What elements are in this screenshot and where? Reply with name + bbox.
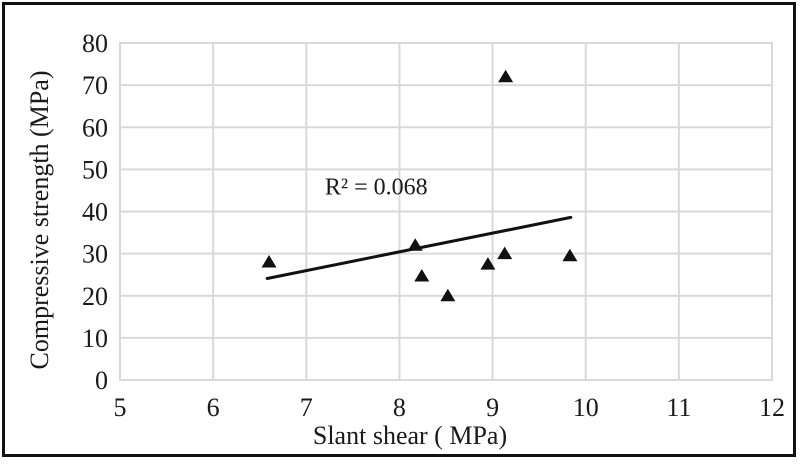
y-axis-tick-label: 30 [82, 240, 108, 269]
x-axis-title: Slant shear ( MPa) [313, 421, 507, 450]
data-point-triangle [414, 268, 430, 282]
data-point-triangle [261, 255, 277, 268]
x-axis-tick-label: 7 [300, 393, 313, 422]
y-axis-tick-label: 80 [82, 29, 108, 58]
y-axis-tick-label: 0 [95, 366, 108, 395]
x-axis-tick-label: 8 [393, 393, 406, 422]
r-squared-annotation: R² = 0.068 [325, 175, 428, 201]
y-axis-tick-label: 10 [82, 324, 108, 353]
x-axis-tick-label: 6 [207, 393, 220, 422]
data-series-layer [261, 69, 578, 302]
data-point-triangle [562, 248, 578, 262]
y-axis-title: Compressive strength (MPa) [25, 71, 54, 370]
x-axis-tick-label: 12 [759, 393, 785, 422]
y-axis-tick-label: 20 [82, 282, 108, 311]
x-axis-tick-label: 5 [114, 393, 127, 422]
plot-area-border [119, 42, 773, 381]
y-axis-tick-label: 70 [82, 71, 108, 100]
x-axis-tick-label: 9 [486, 393, 499, 422]
gridline-layer [119, 42, 773, 381]
x-axis-tick-label: 10 [573, 393, 599, 422]
data-point-triangle [440, 288, 456, 302]
data-point-triangle [498, 69, 514, 83]
data-point-triangle [497, 246, 513, 260]
tick-label-layer: 0 10 20 30 40 50 60 70 80 5 6 7 8 9 10 11 12 [82, 29, 785, 422]
x-axis-tick-label: 11 [666, 393, 691, 422]
y-axis-tick-label: 40 [82, 198, 108, 227]
data-point-triangle [407, 238, 423, 251]
y-axis-tick-label: 60 [82, 113, 108, 142]
y-axis-tick-label: 50 [82, 155, 108, 184]
data-point-triangle [480, 257, 496, 270]
